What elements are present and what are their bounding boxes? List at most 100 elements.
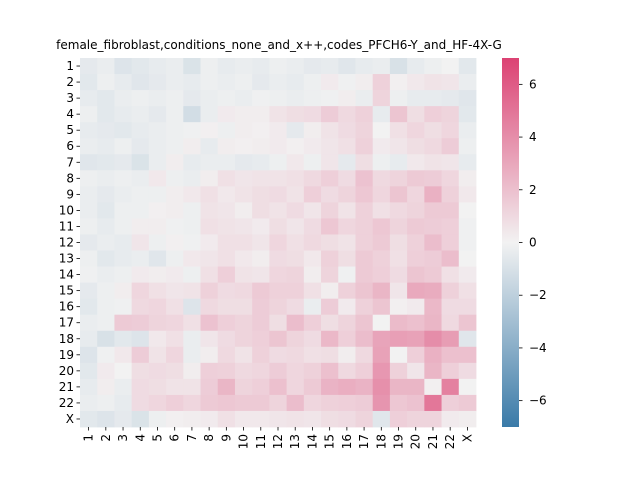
heatmap-cell: [234, 218, 253, 235]
heatmap-cell: [114, 378, 133, 396]
heatmap-cell: [80, 74, 98, 91]
heatmap-cell: [321, 250, 339, 267]
y-tick-label: 11: [59, 219, 74, 233]
heatmap-cell: [200, 298, 219, 316]
heatmap-cell: [114, 186, 133, 203]
heatmap-cell: [217, 90, 236, 107]
heatmap-cell: [114, 298, 133, 316]
heatmap-cell: [355, 298, 374, 316]
heatmap-cell: [217, 154, 236, 171]
heatmap-cell: [303, 58, 322, 75]
heatmap-cell: [372, 170, 391, 187]
heatmap-cell: [389, 250, 408, 267]
colorbar-tick-label: 2: [529, 183, 537, 197]
heatmap-cell: [166, 282, 184, 300]
heatmap-cell: [441, 106, 460, 123]
heatmap-cell: [183, 218, 201, 235]
heatmap-cell: [321, 234, 339, 251]
heatmap-cell: [252, 58, 270, 75]
heatmap-cell: [148, 186, 167, 203]
heatmap-cell: [303, 314, 322, 332]
heatmap-cell: [234, 250, 253, 267]
heatmap-cell: [458, 298, 477, 316]
heatmap-cell: [303, 138, 322, 155]
heatmap-cell: [97, 282, 115, 300]
heatmap-cell: [200, 122, 219, 139]
colorbar-tick-label: −4: [529, 341, 547, 355]
heatmap-cell: [131, 74, 150, 91]
heatmap-cell: [355, 106, 374, 123]
colorbar-tick-label: 4: [529, 130, 537, 144]
heatmap-cell: [269, 394, 288, 412]
heatmap-cell: [424, 346, 442, 364]
heatmap-cell: [321, 298, 339, 316]
heatmap-cell: [372, 266, 391, 284]
heatmap-cell: [183, 282, 201, 300]
heatmap-cell: [200, 234, 219, 251]
heatmap-cell: [114, 250, 133, 267]
heatmap-cell: [234, 138, 253, 155]
y-tick-label: 18: [59, 332, 74, 346]
heatmap-cell: [407, 234, 425, 251]
heatmap-cell: [321, 138, 339, 155]
y-tick-label: 17: [59, 316, 74, 330]
heatmap-cell: [303, 298, 322, 316]
heatmap-cell: [131, 266, 150, 284]
heatmap-cell: [458, 410, 477, 428]
heatmap-cell: [234, 314, 253, 332]
heatmap-cell: [389, 346, 408, 364]
heatmap-cell: [286, 298, 305, 316]
heatmap-cell: [80, 314, 98, 332]
x-tick-label: 14: [305, 434, 319, 449]
heatmap-cell: [269, 314, 288, 332]
heatmap-cell: [389, 122, 408, 139]
heatmap-cell: [80, 410, 98, 428]
x-tick-label: 1: [82, 434, 96, 442]
y-tick-label: 19: [59, 348, 74, 362]
x-tick-label: 3: [116, 434, 130, 442]
heatmap-cell: [148, 298, 167, 316]
heatmap-cell: [97, 122, 115, 139]
heatmap-cell: [286, 90, 305, 107]
heatmap-cell: [97, 74, 115, 91]
heatmap-cell: [234, 186, 253, 203]
heatmap-cell: [148, 106, 167, 123]
heatmap-cell: [131, 106, 150, 123]
x-tick-label: 5: [150, 434, 164, 442]
heatmap-cell: [217, 266, 236, 284]
heatmap-cell: [424, 170, 442, 187]
heatmap-cell: [407, 202, 425, 219]
heatmap-cell: [458, 154, 477, 171]
heatmap-cell: [97, 314, 115, 332]
heatmap-cell: [80, 282, 98, 300]
heatmap-cell: [166, 314, 184, 332]
x-tick-label: 17: [357, 434, 371, 449]
heatmap-cell: [389, 138, 408, 155]
heatmap-cell: [269, 138, 288, 155]
heatmap-cell: [424, 266, 442, 284]
heatmap-cell: [148, 234, 167, 251]
heatmap-cell: [338, 234, 356, 251]
y-tick-label: 20: [59, 364, 74, 378]
heatmap-cell: [355, 154, 374, 171]
heatmap-cell: [97, 266, 115, 284]
heatmap-cell: [131, 202, 150, 219]
heatmap-cell: [389, 202, 408, 219]
heatmap-cell: [321, 378, 339, 396]
heatmap-cell: [389, 298, 408, 316]
heatmap-cell: [114, 410, 133, 428]
heatmap-cell: [321, 410, 339, 428]
heatmap-cell: [458, 90, 477, 107]
heatmap-cell: [389, 282, 408, 300]
heatmap-cell: [424, 202, 442, 219]
heatmap-cell: [200, 170, 219, 187]
heatmap-cell: [355, 282, 374, 300]
heatmap-cell: [234, 282, 253, 300]
heatmap-cell: [286, 186, 305, 203]
heatmap-cell: [200, 362, 219, 380]
heatmap-cell: [252, 154, 270, 171]
heatmap-cell: [97, 138, 115, 155]
heatmap-cell: [183, 202, 201, 219]
heatmap-cell: [217, 74, 236, 91]
heatmap-cell: [441, 394, 460, 412]
